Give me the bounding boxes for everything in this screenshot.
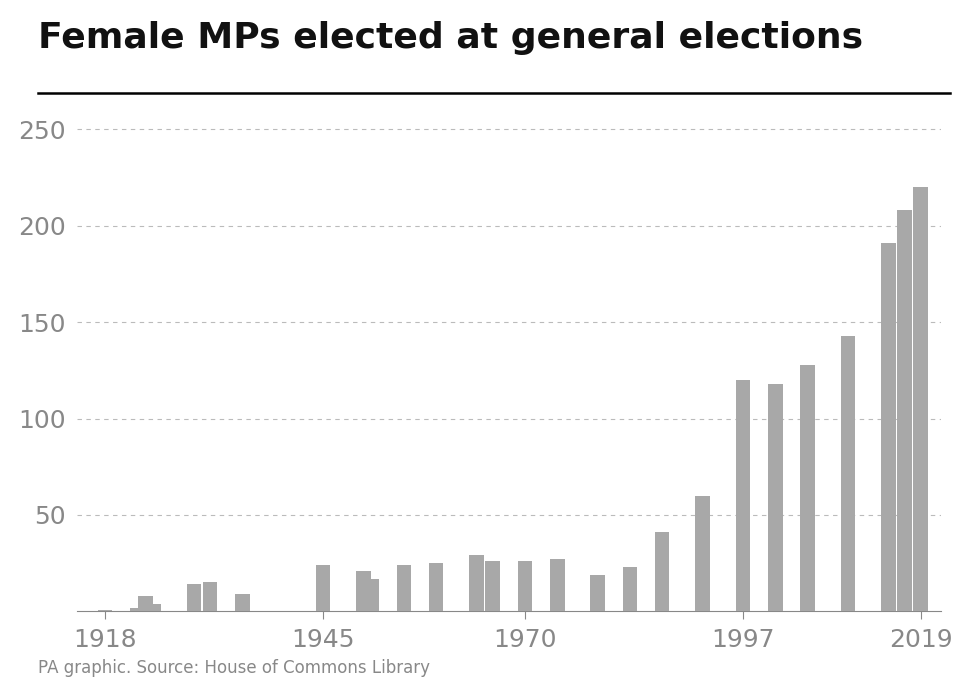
Bar xyxy=(735,380,750,611)
Bar xyxy=(146,604,160,611)
Text: Female MPs elected at general elections: Female MPs elected at general elections xyxy=(38,21,864,54)
Bar xyxy=(131,607,145,611)
Bar xyxy=(913,187,928,611)
Bar xyxy=(768,384,782,611)
Bar xyxy=(898,210,912,611)
Bar xyxy=(517,561,532,611)
Bar xyxy=(316,565,330,611)
Bar xyxy=(235,594,250,611)
Bar xyxy=(550,567,564,611)
Text: PA graphic. Source: House of Commons Library: PA graphic. Source: House of Commons Lib… xyxy=(38,659,430,677)
Bar xyxy=(396,565,411,611)
Bar xyxy=(469,556,484,611)
Bar xyxy=(695,496,709,611)
Bar xyxy=(623,567,637,611)
Bar xyxy=(98,609,112,611)
Bar xyxy=(203,583,217,611)
Bar xyxy=(364,578,379,611)
Bar xyxy=(486,561,500,611)
Bar xyxy=(186,585,202,611)
Bar xyxy=(550,559,564,611)
Bar xyxy=(138,596,153,611)
Bar xyxy=(655,532,669,611)
Bar xyxy=(801,365,815,611)
Bar xyxy=(590,575,605,611)
Bar xyxy=(356,571,371,611)
Bar xyxy=(881,243,896,611)
Bar xyxy=(841,336,855,611)
Bar xyxy=(429,563,444,611)
